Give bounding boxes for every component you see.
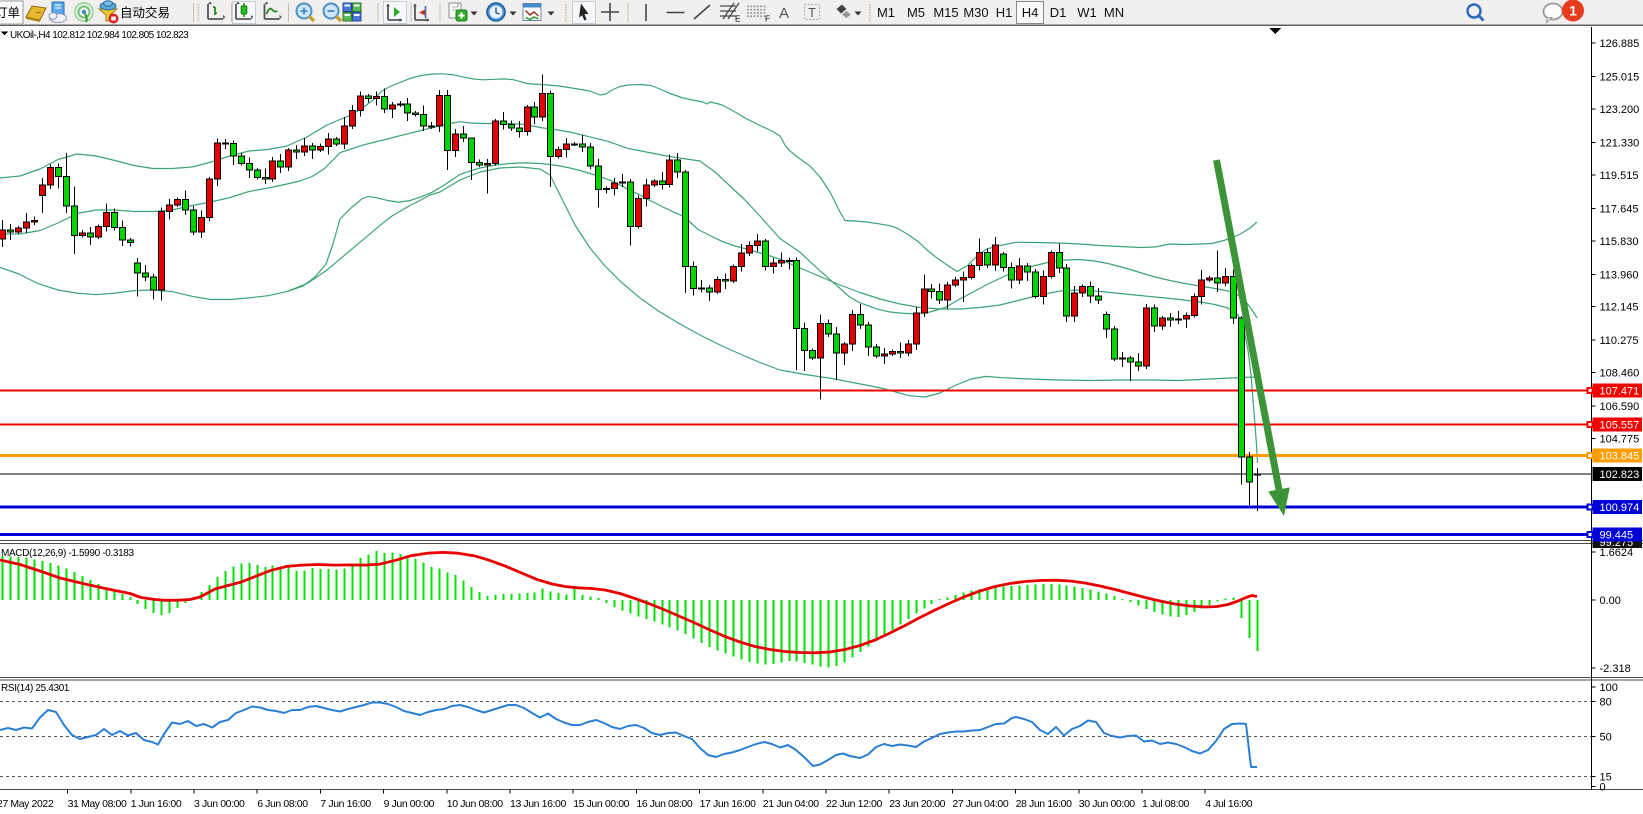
svg-text:1 Jun 16:00: 1 Jun 16:00 <box>131 798 182 810</box>
svg-text:27 Jun 04:00: 27 Jun 04:00 <box>952 798 1008 810</box>
svg-text:117.645: 117.645 <box>1600 203 1639 215</box>
svg-text:102.823: 102.823 <box>1600 469 1640 481</box>
svg-text:M30: M30 <box>963 5 988 20</box>
svg-text:15 Jun 00:00: 15 Jun 00:00 <box>573 798 629 810</box>
svg-text:1: 1 <box>1569 3 1577 19</box>
svg-text:T: T <box>808 5 816 20</box>
svg-text:F: F <box>765 15 770 24</box>
svg-text:A: A <box>779 5 789 22</box>
svg-text:3 Jun 00:00: 3 Jun 00:00 <box>194 798 245 810</box>
svg-text:4 Jul 16:00: 4 Jul 16:00 <box>1205 798 1253 810</box>
svg-text:30 Jun 00:00: 30 Jun 00:00 <box>1079 798 1135 810</box>
svg-text:31 May 08:00: 31 May 08:00 <box>68 798 127 810</box>
svg-text:115.830: 115.830 <box>1600 236 1639 248</box>
svg-text:126.885: 126.885 <box>1600 38 1640 50</box>
svg-text:自动交易: 自动交易 <box>120 5 170 20</box>
svg-text:108.460: 108.460 <box>1600 368 1640 380</box>
svg-text:0: 0 <box>1600 782 1606 794</box>
svg-text:110.275: 110.275 <box>1600 335 1639 347</box>
svg-text:80: 80 <box>1600 697 1612 709</box>
svg-text:123.200: 123.200 <box>1600 104 1640 116</box>
svg-text:50: 50 <box>1600 731 1612 743</box>
svg-text:107.471: 107.471 <box>1600 386 1640 398</box>
svg-text:21 Jun 04:00: 21 Jun 04:00 <box>763 798 819 810</box>
svg-text:100.974: 100.974 <box>1600 502 1640 514</box>
svg-text:D1: D1 <box>1050 5 1067 20</box>
svg-text:MN: MN <box>1104 5 1124 20</box>
svg-text:M15: M15 <box>933 5 958 20</box>
svg-text:UKOil-,H4 102.812 102.984 102: UKOil-,H4 102.812 102.984 102.805 102.82… <box>10 30 189 41</box>
svg-text:7 Jun 16:00: 7 Jun 16:00 <box>320 798 371 810</box>
svg-text:112.145: 112.145 <box>1600 302 1639 314</box>
svg-text:1.6624: 1.6624 <box>1600 547 1634 559</box>
svg-text:10 Jun 08:00: 10 Jun 08:00 <box>447 798 503 810</box>
svg-text:-2.318: -2.318 <box>1600 663 1631 675</box>
svg-text:13 Jun 16:00: 13 Jun 16:00 <box>510 798 566 810</box>
svg-text:9 Jun 00:00: 9 Jun 00:00 <box>384 798 435 810</box>
svg-text:125.015: 125.015 <box>1600 72 1640 84</box>
svg-text:1 Jul 08:00: 1 Jul 08:00 <box>1142 798 1190 810</box>
svg-text:15: 15 <box>1600 772 1612 784</box>
svg-text:17 Jun 16:00: 17 Jun 16:00 <box>700 798 756 810</box>
svg-text:23 Jun 20:00: 23 Jun 20:00 <box>889 798 945 810</box>
svg-text:0.00: 0.00 <box>1600 595 1621 607</box>
svg-text:订单: 订单 <box>0 6 20 20</box>
svg-text:106.590: 106.590 <box>1600 401 1640 413</box>
svg-text:22 Jun 12:00: 22 Jun 12:00 <box>826 798 882 810</box>
svg-text:100: 100 <box>1600 682 1618 694</box>
svg-text:6 Jun 08:00: 6 Jun 08:00 <box>257 798 308 810</box>
svg-text:121.330: 121.330 <box>1600 137 1640 149</box>
svg-text:E: E <box>735 15 740 24</box>
svg-text:M1: M1 <box>877 5 895 20</box>
svg-text:RSI(14) 25.4301: RSI(14) 25.4301 <box>1 683 70 694</box>
svg-text:27 May 2022: 27 May 2022 <box>0 798 54 810</box>
svg-text:16 Jun 08:00: 16 Jun 08:00 <box>636 798 692 810</box>
svg-text:H4: H4 <box>1022 5 1039 20</box>
svg-text:M5: M5 <box>907 5 925 20</box>
svg-text:119.515: 119.515 <box>1600 170 1639 182</box>
svg-text:103.845: 103.845 <box>1600 451 1640 463</box>
svg-text:28 Jun 16:00: 28 Jun 16:00 <box>1016 798 1072 810</box>
svg-text:MACD(12,26,9) -1.5990 -0.3183: MACD(12,26,9) -1.5990 -0.3183 <box>1 548 134 559</box>
svg-text:99.445: 99.445 <box>1600 530 1634 542</box>
svg-text:W1: W1 <box>1077 5 1097 20</box>
svg-text:113.960: 113.960 <box>1600 269 1639 281</box>
svg-text:105.557: 105.557 <box>1600 420 1640 432</box>
svg-text:H1: H1 <box>996 5 1013 20</box>
svg-text:104.775: 104.775 <box>1600 434 1640 446</box>
